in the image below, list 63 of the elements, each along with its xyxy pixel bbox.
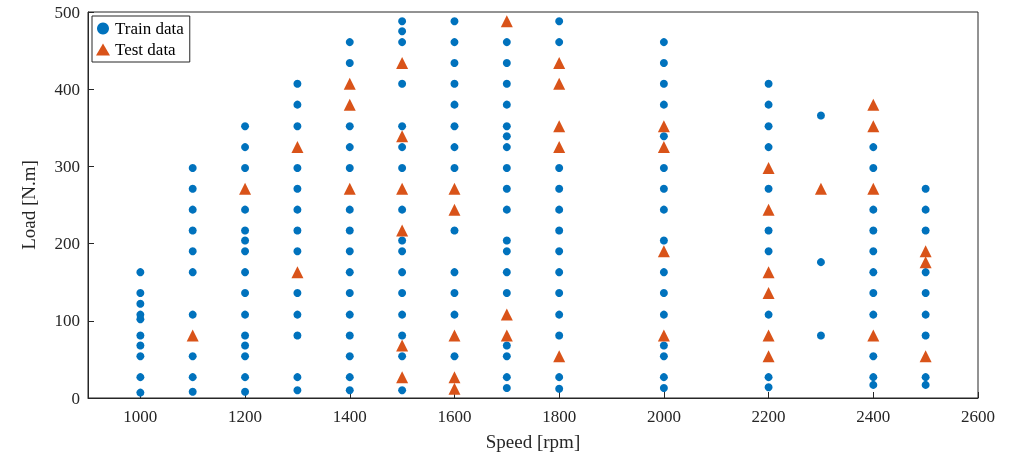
point	[396, 224, 409, 237]
x-tick-label: 1800	[542, 407, 577, 426]
point	[657, 329, 670, 342]
y-tick-label: 0	[71, 388, 80, 408]
point	[657, 141, 670, 154]
point	[448, 329, 461, 342]
point	[867, 120, 880, 133]
y-tick-label: 200	[54, 234, 80, 254]
y-tick-label: 300	[54, 156, 80, 176]
point	[657, 120, 670, 133]
x-tick-label: 1600	[437, 407, 472, 426]
point	[396, 56, 409, 69]
point	[500, 308, 513, 321]
point	[553, 120, 566, 133]
x-tick-label: 1400	[332, 407, 367, 426]
point	[343, 98, 356, 111]
point	[553, 56, 566, 69]
point	[553, 350, 566, 363]
point	[291, 266, 304, 279]
point	[867, 182, 880, 195]
point	[553, 141, 566, 154]
point	[448, 182, 461, 195]
point	[762, 266, 775, 279]
point	[239, 182, 252, 195]
point	[762, 329, 775, 342]
point	[343, 182, 356, 195]
point	[500, 329, 513, 342]
point	[762, 203, 775, 216]
point	[867, 98, 880, 111]
point	[396, 371, 409, 384]
y-tick-label: 400	[54, 79, 80, 99]
point	[762, 161, 775, 174]
x-tick-label: 2600	[961, 407, 995, 426]
point	[448, 371, 461, 384]
point	[919, 256, 932, 269]
point	[396, 339, 409, 352]
x-tick-label: 1000	[123, 407, 158, 426]
point	[762, 287, 775, 300]
point	[396, 182, 409, 195]
point	[919, 350, 932, 363]
x-tick-label: 2400	[856, 407, 891, 426]
x-tick-label: 2200	[751, 407, 786, 426]
legend-label: Test data	[115, 40, 177, 59]
point	[657, 245, 670, 258]
y-tick-label: 100	[54, 311, 80, 331]
point	[919, 245, 932, 258]
point	[343, 77, 356, 90]
x-tick-label: 1200	[228, 407, 263, 426]
point	[867, 329, 880, 342]
point	[186, 329, 199, 342]
point	[553, 77, 566, 90]
y-axis-title: Load [N.m]	[18, 160, 39, 250]
point	[396, 130, 409, 143]
x-axis-title: Speed [rpm]	[485, 431, 581, 452]
legend-label: Train data	[115, 19, 185, 38]
point	[448, 203, 461, 216]
point	[814, 182, 827, 195]
point	[291, 141, 304, 154]
x-tick-label: 2000	[646, 407, 681, 426]
point	[448, 382, 461, 395]
point	[762, 350, 775, 363]
y-tick-label: 500	[54, 2, 80, 22]
point	[500, 15, 513, 28]
